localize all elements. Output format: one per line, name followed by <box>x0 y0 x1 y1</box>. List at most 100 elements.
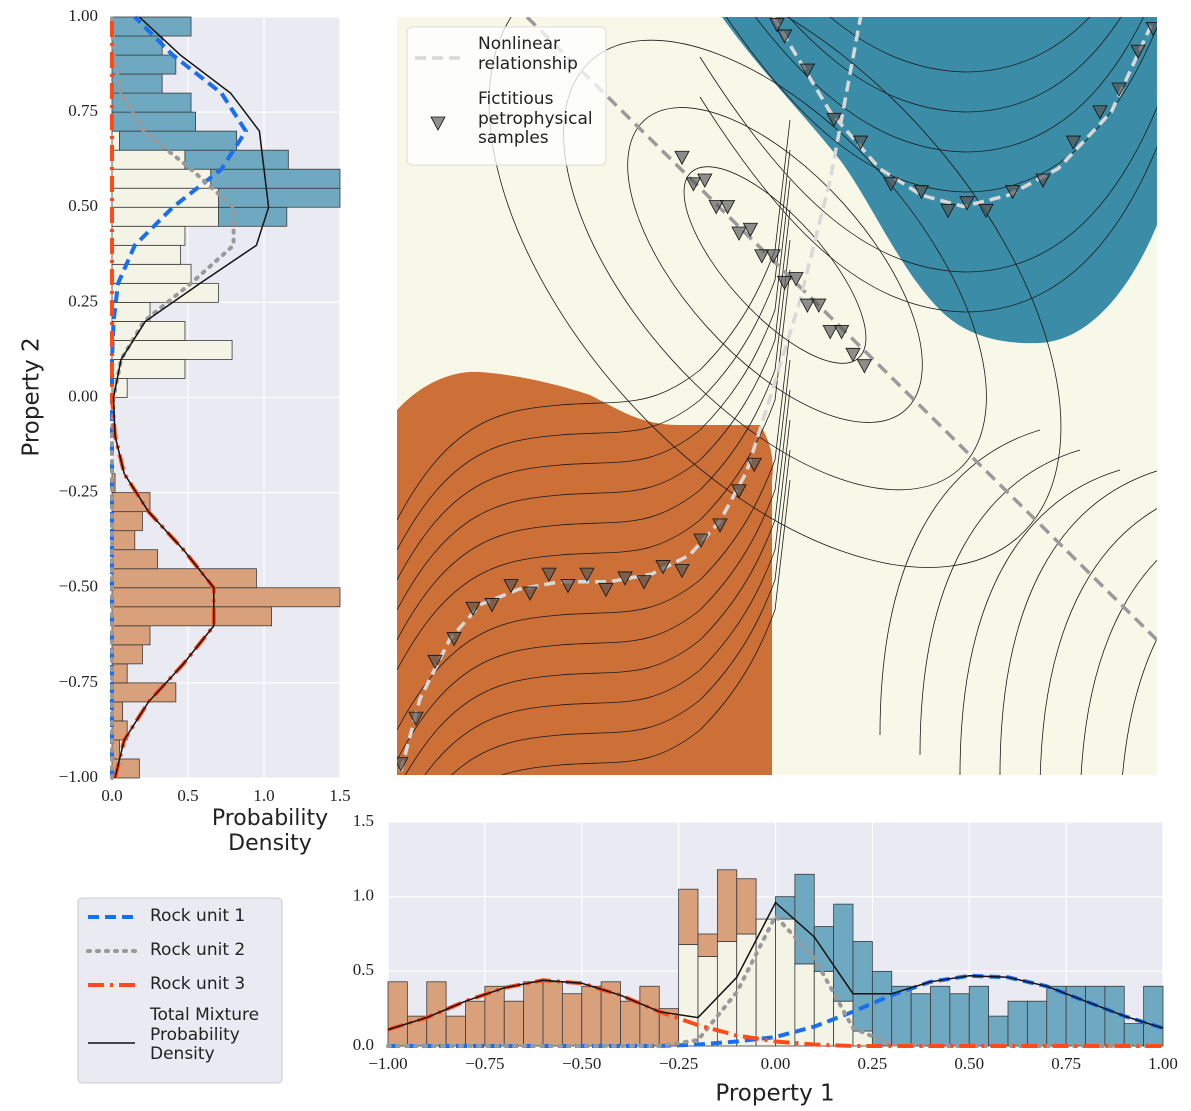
density-curve <box>112 16 270 779</box>
bar <box>111 625 151 646</box>
bar <box>852 941 873 1032</box>
sample-point <box>978 203 994 219</box>
y-tick-label: 1.00 <box>68 6 98 25</box>
bar <box>678 888 699 945</box>
bar <box>736 878 757 935</box>
x-tick-label: −1.00 <box>368 1054 407 1073</box>
sample-point <box>746 457 762 473</box>
y-tick-label: 1.0 <box>353 886 374 905</box>
bar <box>503 1000 525 1047</box>
sample-point <box>636 575 652 590</box>
x-tick-label: −0.50 <box>562 1054 601 1073</box>
sample-point <box>427 654 443 670</box>
bar <box>1026 1000 1048 1047</box>
density-curve <box>386 912 1165 1048</box>
bar <box>775 896 796 920</box>
y-tick-label: 0.5 <box>353 960 374 979</box>
bar <box>871 970 893 1047</box>
y-axis-label: Property 2 <box>19 337 45 456</box>
legend-label: Rock unit 3 <box>150 974 246 994</box>
sample-point <box>788 272 804 287</box>
bar <box>1123 1023 1145 1047</box>
sample-point <box>754 249 770 264</box>
sample-point <box>1111 82 1127 97</box>
bar <box>523 981 544 1047</box>
sample-point <box>811 298 827 313</box>
sample-point <box>697 173 713 188</box>
legend-box <box>406 26 607 166</box>
sample-point <box>617 571 633 586</box>
sample-point <box>674 563 690 579</box>
legend-label: Rock unit 2 <box>150 940 246 960</box>
x-tick-label: 0.5 <box>177 786 198 805</box>
sample-point <box>408 711 424 726</box>
sample-point <box>1004 184 1021 200</box>
bar <box>445 1015 466 1047</box>
x-tick-label: 0.50 <box>954 1054 984 1073</box>
bar <box>387 981 408 1047</box>
bar <box>111 244 181 265</box>
x-tick-label: 1.0 <box>253 786 274 805</box>
bar <box>678 944 699 1047</box>
legend-label: Fictitious petrophysical samples <box>478 89 593 149</box>
sample-point <box>822 325 838 340</box>
bar <box>111 168 212 189</box>
y-tick-label: −1.00 <box>59 767 98 786</box>
bar <box>217 187 341 208</box>
sample-point <box>693 533 709 548</box>
sample-point <box>674 150 690 166</box>
bar <box>111 111 196 132</box>
sample-point <box>833 325 850 340</box>
sample-point <box>883 177 899 192</box>
y-tick-label: −0.25 <box>59 482 98 501</box>
y-tick-label: −0.50 <box>59 577 98 596</box>
sample-point <box>856 359 873 374</box>
sample-point <box>446 632 462 647</box>
legend-box <box>77 897 283 1084</box>
bar <box>930 985 951 1047</box>
x-tick-label: 1.5 <box>329 786 350 805</box>
bar <box>111 54 177 75</box>
bar <box>111 530 136 551</box>
sample-point <box>465 601 481 617</box>
sample-point <box>719 200 736 215</box>
sample-point <box>541 567 557 582</box>
bar <box>1046 985 1067 1047</box>
sample-point <box>1065 135 1082 150</box>
bar <box>111 587 341 608</box>
bar <box>949 993 970 1047</box>
sample-point <box>579 567 595 582</box>
sample-point <box>799 298 816 313</box>
y-tick-label: −0.75 <box>59 672 98 691</box>
legend <box>415 56 465 131</box>
sample-point <box>799 63 816 78</box>
bar <box>794 963 815 1047</box>
bar <box>1143 985 1164 1047</box>
bar <box>111 359 186 379</box>
bar <box>561 993 583 1047</box>
bar <box>639 985 660 1047</box>
bar <box>910 993 931 1047</box>
sample-point <box>826 112 842 128</box>
bar <box>111 301 151 322</box>
bar <box>111 340 233 360</box>
x-tick-label: −0.75 <box>465 1054 504 1073</box>
x-tick-label: 0.00 <box>761 1054 791 1073</box>
y-tick-label: 0.75 <box>68 101 98 120</box>
sample-point <box>655 560 671 575</box>
legend <box>86 915 137 1044</box>
y-tick-label: 1.5 <box>353 811 374 830</box>
bar <box>111 282 219 303</box>
sample-point <box>1092 105 1108 120</box>
bar <box>111 549 158 570</box>
sample-point <box>1145 21 1157 37</box>
bar <box>813 970 835 1047</box>
sample-point <box>560 579 576 594</box>
bar <box>1007 1000 1028 1047</box>
sample-point <box>598 582 614 598</box>
x-tick-label: −0.25 <box>659 1054 698 1073</box>
sample-point <box>959 196 975 211</box>
sample-point <box>1130 44 1146 59</box>
bar <box>111 511 143 532</box>
sample-point <box>731 226 747 241</box>
